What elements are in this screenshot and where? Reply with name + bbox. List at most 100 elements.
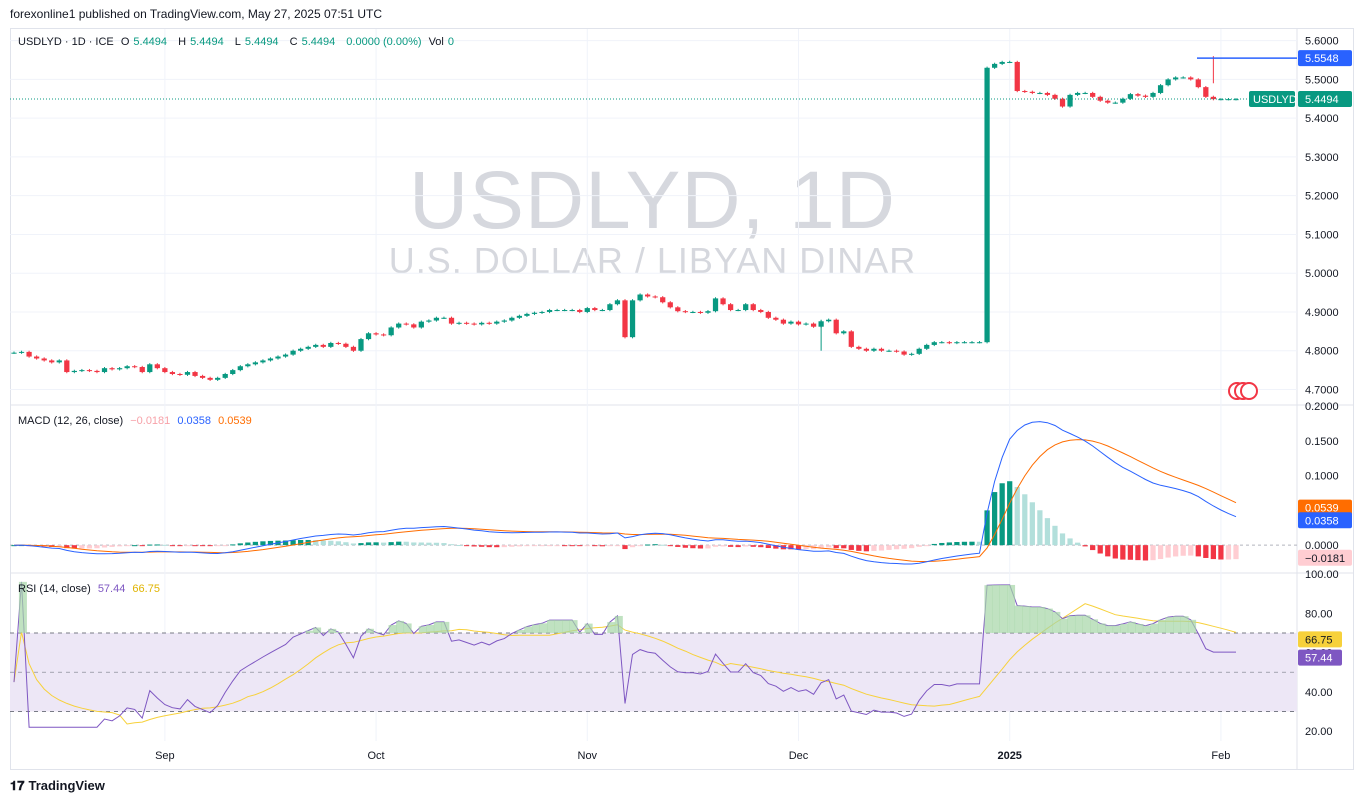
candle: [848, 331, 854, 347]
candle: [712, 298, 719, 312]
candle: [1029, 91, 1035, 93]
price-tick-label: 4.7000: [1305, 384, 1339, 396]
rsi-overbought-fill: [1007, 584, 1016, 633]
macd-histogram-bar: [743, 545, 749, 547]
close-label: C: [289, 36, 298, 48]
candle: [230, 370, 236, 374]
macd-histogram-bar: [569, 545, 575, 547]
macd-histogram-bar: [169, 545, 176, 547]
candle: [177, 373, 183, 375]
rsi-overbought-fill: [524, 626, 533, 633]
macd-histogram-bar: [690, 545, 696, 549]
rsi-overbought-fill: [1052, 611, 1061, 633]
macd-histogram-bar: [147, 544, 153, 546]
symbol-name[interactable]: USDLYD · 1D · ICE: [18, 36, 114, 48]
macd-histogram-bar: [313, 540, 319, 546]
change-value: 0.0000 (0.00%): [346, 36, 422, 48]
candle: [599, 310, 605, 312]
macd-histogram-bar: [1074, 542, 1081, 546]
symbol-tag-label: USDLYD: [1253, 94, 1297, 106]
footer-brand[interactable]: 𝟏𝟕 TradingView: [10, 778, 105, 794]
candle: [71, 370, 77, 373]
price-tick-label: 5.1000: [1305, 229, 1339, 241]
candle: [79, 370, 85, 372]
macd-histogram-bar: [1090, 545, 1096, 551]
candle: [463, 322, 470, 324]
macd-histogram-bar: [199, 545, 206, 547]
macd-histogram-bar: [358, 543, 364, 546]
rsi-overbought-fill: [1059, 618, 1068, 633]
macd-histogram-bar: [901, 545, 907, 549]
macd-histogram-bar: [795, 545, 802, 550]
macd-histogram-bar: [976, 541, 983, 546]
candle: [350, 346, 357, 351]
rsi-overbought-fill: [1112, 625, 1121, 633]
rsi-overbought-fill: [388, 625, 397, 633]
rsi-overbought-fill: [1127, 621, 1136, 633]
macd-histogram-bar: [1157, 545, 1164, 560]
rsi-legend: RSI (14, close) 57.44 66.75: [18, 583, 164, 595]
watermark-symbol: USDLYD, 1D: [409, 155, 896, 246]
macd-histogram-bar: [969, 541, 975, 546]
candle: [49, 360, 55, 363]
macd-histogram-bar: [282, 540, 289, 546]
candle: [64, 360, 70, 373]
macd-histogram-bar: [577, 545, 583, 547]
candle: [1067, 94, 1073, 107]
candle: [1082, 92, 1088, 94]
rsi-overbought-fill: [1173, 616, 1182, 633]
rsi-overbought-fill: [1120, 623, 1129, 633]
macd-name[interactable]: MACD (12, 26, close): [18, 415, 124, 427]
macd-histogram-bar: [162, 544, 168, 546]
macd-histogram-bar: [705, 545, 711, 549]
candle: [1105, 100, 1111, 103]
candle: [245, 364, 251, 367]
macd-histogram-bar: [727, 545, 734, 547]
candle: [614, 300, 621, 305]
macd-histogram-bar: [856, 545, 862, 551]
candle: [192, 372, 198, 376]
candle: [41, 358, 47, 361]
rsi-name[interactable]: RSI (14, close): [18, 583, 91, 595]
rsi-overbought-fill: [1142, 625, 1151, 633]
macd-histogram-bar: [720, 545, 726, 547]
macd-histogram-bar: [1120, 545, 1126, 560]
candle: [788, 321, 794, 324]
symbol-legend: USDLYD · 1D · ICE O 5.4494 H 5.4494 L 5.449…: [18, 36, 462, 48]
low-value: 5.4494: [244, 36, 279, 48]
alert-price-label: 5.5548: [1305, 53, 1339, 65]
candle: [282, 354, 289, 357]
candle: [577, 310, 583, 312]
candle: [18, 351, 25, 353]
macd-histogram-bar: [71, 545, 77, 549]
macd-histogram-bar: [1112, 545, 1118, 559]
candle: [524, 313, 530, 316]
rsi-overbought-fill: [426, 624, 435, 633]
rsi-overbought-fill: [335, 632, 344, 633]
macd-histogram-bar: [192, 545, 198, 547]
candle: [1127, 94, 1134, 99]
macd-histogram-bar: [629, 545, 636, 548]
rsi-ma-tag: [1298, 631, 1342, 648]
rsi-overbought-fill: [328, 628, 337, 633]
candle: [803, 323, 809, 325]
last-price-label: 5.4494: [1305, 94, 1339, 106]
rsi-overbought-fill: [1044, 608, 1053, 633]
macd-histogram-bar: [607, 545, 613, 547]
rsi-overbought-fill: [614, 615, 623, 633]
symbol-tag: [1249, 91, 1295, 108]
macd-histogram-bar: [675, 545, 681, 547]
candle: [335, 342, 341, 344]
last-price-tag: [1298, 91, 1352, 108]
macd-histogram-bar: [1052, 525, 1058, 546]
macd-histogram-bar: [448, 544, 455, 546]
macd-histogram-bar: [426, 542, 432, 546]
rsi-overbought-fill: [569, 620, 578, 633]
macd-histogram-bar: [803, 545, 809, 550]
rsi-overbought-fill: [539, 623, 548, 633]
candle: [501, 320, 507, 322]
candle: [833, 319, 839, 334]
macd-histogram-bar: [79, 545, 85, 549]
rsi-overbought-fill: [365, 628, 374, 633]
